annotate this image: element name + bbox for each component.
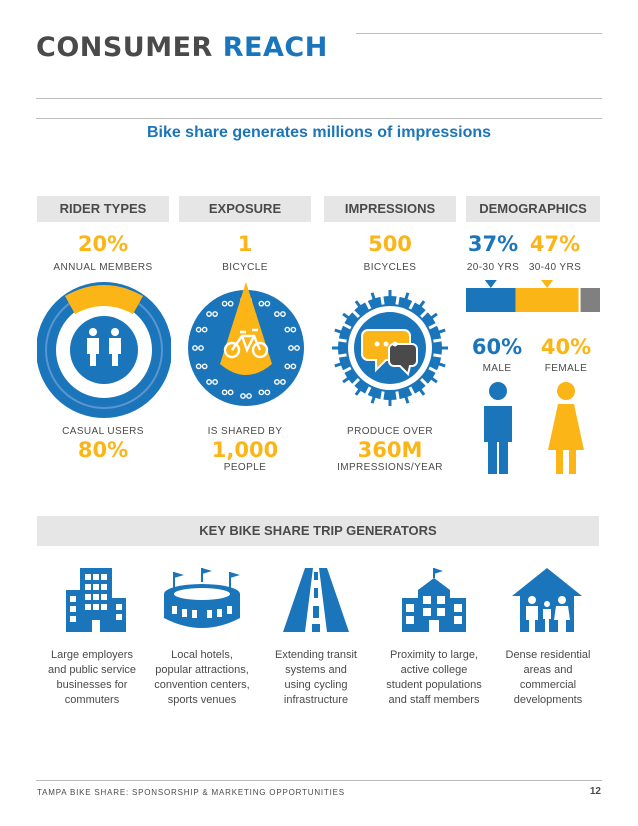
generator-text-employers: Large employers and public service busines… xyxy=(47,649,137,706)
demographics-heading: DEMOGRAPHICS xyxy=(466,196,600,222)
bicycle-icon xyxy=(223,328,269,359)
shared-by-value: 1,000 xyxy=(211,438,279,462)
stadium-icon xyxy=(164,568,240,628)
age-20-30-label: 20-30 YRS xyxy=(466,262,520,273)
age-20-30-bar xyxy=(466,288,516,312)
page-number: 12 xyxy=(589,786,601,797)
shared-by-unit: PEOPLE xyxy=(223,462,267,473)
page-title: CONSUMER REACH xyxy=(36,30,328,66)
office-building-icon xyxy=(66,568,126,632)
generator-text-hotels: Local hotels, popular attractions, convent… xyxy=(154,649,250,706)
rider-types-donut xyxy=(37,282,171,418)
age-bar xyxy=(466,280,600,312)
subtitle: Bike share generates millions of impress… xyxy=(146,124,492,141)
female-percent: 40% xyxy=(540,335,592,359)
exposure-bicycle-count: 1 xyxy=(237,232,253,256)
impressions-graphic xyxy=(332,290,448,406)
age-30-40-label: 30-40 YRS xyxy=(528,262,582,273)
house-family-icon xyxy=(512,568,582,632)
footer-text: TAMPA BIKE SHARE: SPONSORSHIP & MARKETIN… xyxy=(37,788,345,797)
female-icon xyxy=(548,382,584,474)
exposure-heading: EXPOSURE xyxy=(179,196,311,222)
trip-generators-heading: KEY BIKE SHARE TRIP GENERATORS xyxy=(37,516,599,546)
riders-icon xyxy=(87,328,121,366)
male-percent: 60% xyxy=(471,335,523,359)
title-rule xyxy=(356,33,602,34)
impressions-heading: IMPRESSIONS xyxy=(324,196,456,222)
age-30-40-bar xyxy=(515,288,579,312)
title-part-1: CONSUMER xyxy=(36,32,213,63)
college-building-icon xyxy=(402,568,466,632)
shared-bicycle-graphic xyxy=(188,282,304,406)
age-other-bar xyxy=(580,288,600,312)
footer-divider xyxy=(36,780,602,781)
annual-members-label: ANNUAL MEMBERS xyxy=(53,262,153,273)
shared-by-label: IS SHARED BY xyxy=(207,426,283,437)
impressions-bicycle-count: 500 xyxy=(368,232,412,256)
generator-text-college: Proximity to large, active college student… xyxy=(386,649,482,706)
produce-over-value: 360M xyxy=(357,438,423,462)
impressions-bicycle-label: BICYCLES xyxy=(363,262,417,273)
top-divider xyxy=(36,98,602,99)
generator-text-residential: Dense residential areas and commercial deve… xyxy=(505,649,591,706)
annual-members-percent: 20% xyxy=(77,232,129,256)
male-icon xyxy=(484,382,512,474)
produce-over-unit: IMPRESSIONS/YEAR xyxy=(337,462,443,473)
title-part-2: REACH xyxy=(222,32,328,63)
produce-over-label: PRODUCE OVER xyxy=(347,426,433,437)
rider-types-heading: RIDER TYPES xyxy=(37,196,169,222)
subtitle-rule xyxy=(36,118,602,119)
casual-users-percent: 80% xyxy=(77,438,129,462)
generator-text-transit: Extending transit systems and using cyclin… xyxy=(275,649,357,706)
casual-users-label: CASUAL USERS xyxy=(62,426,144,437)
age-20-30-percent: 37% xyxy=(467,232,519,256)
male-label: MALE xyxy=(482,363,512,374)
age-30-40-percent: 47% xyxy=(529,232,581,256)
exposure-bicycle-label: BICYCLE xyxy=(222,262,268,273)
road-icon xyxy=(283,568,349,632)
female-label: FEMALE xyxy=(544,363,588,374)
